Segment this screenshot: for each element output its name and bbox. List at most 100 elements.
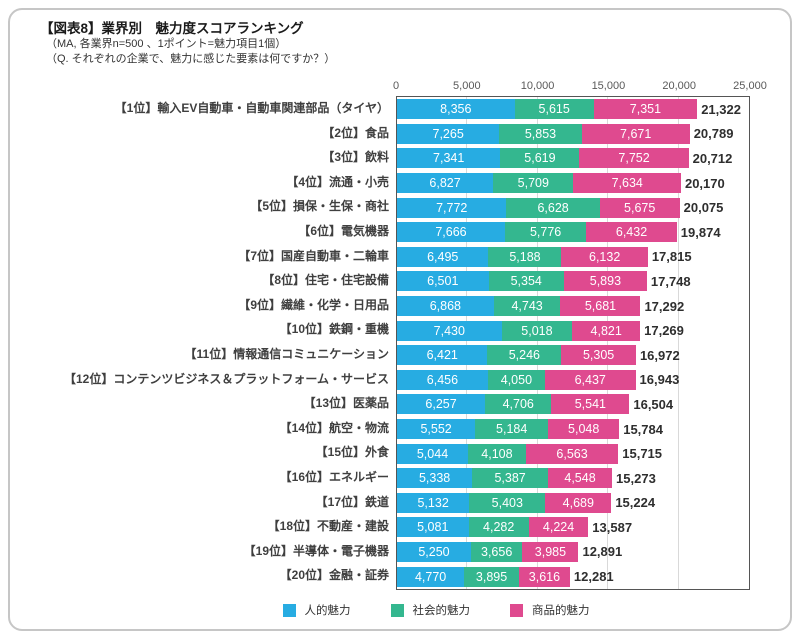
gridline	[536, 97, 538, 589]
bar-segment-human: 5,552	[397, 419, 476, 440]
bar-segment-human: 6,868	[397, 296, 494, 317]
bar-segment-human: 7,666	[397, 222, 505, 243]
bar-segment-product: 5,048	[548, 419, 620, 440]
bar-segment-social: 4,706	[485, 394, 552, 415]
total-label: 20,712	[692, 150, 733, 166]
bar-segment-social: 4,282	[468, 517, 529, 538]
category-label: 【14位】航空・物流	[279, 420, 389, 435]
category-label: 【1位】輸入EV自動車・自動車関連部品（タイヤ）	[114, 101, 389, 115]
legend-label: 社会的魅力	[412, 605, 471, 617]
legend-item-product: 商品的魅力	[510, 602, 590, 618]
legend: 人的魅力 社会的魅力 商品的魅力	[82, 602, 790, 618]
bar-segment-human: 4,770	[397, 566, 465, 587]
category-label: 【4位】流通・小売	[286, 174, 389, 189]
bar-row: 5,338 5,387 4,548 15,273	[397, 466, 749, 491]
bar-row: 4,770 3,895 3,616 12,281	[397, 564, 749, 589]
bar-row: 5,132 5,403 4,689 15,224	[397, 491, 749, 516]
bar-segment-social: 5,403	[469, 492, 546, 513]
total-label: 17,269	[644, 323, 684, 339]
axis-tick: 20,000	[662, 80, 697, 92]
legend-item-social: 社会的魅力	[390, 602, 471, 618]
bar-segment-human: 5,044	[397, 443, 469, 464]
category-label: 【8位】住宅・住宅設備	[262, 273, 389, 288]
chart-subtitle-1: （MA, 各業界n=500 、1ポイント=魅力項目1個）	[46, 38, 287, 50]
bar-segment-human: 5,338	[397, 468, 473, 489]
bar-segment-product: 7,351	[593, 99, 698, 120]
bar-segment-product: 4,689	[545, 492, 612, 513]
chart-title: 【図表8】業界別 魅力度スコアランキング	[40, 21, 304, 36]
bar-segment-product: 6,437	[544, 369, 636, 390]
total-label: 13,587	[592, 519, 633, 535]
bar-segment-product: 4,224	[528, 517, 589, 538]
bar-segment-social: 5,387	[472, 468, 548, 489]
total-label: 16,504	[633, 396, 674, 412]
legend-swatch-social	[390, 603, 404, 617]
bar-segment-social: 5,709	[493, 173, 574, 194]
total-label: 21,322	[701, 101, 741, 117]
bar-segment-social: 5,188	[488, 246, 562, 267]
category-label: 【19位】半導体・電子機器	[243, 543, 389, 558]
category-label: 【20位】金融・証券	[279, 568, 389, 583]
bar-segment-human: 7,430	[397, 320, 502, 341]
bar-segment-product: 5,681	[560, 296, 641, 317]
bar-segment-human: 7,772	[397, 197, 507, 218]
bar-row: 5,552 5,184 5,048 15,784	[397, 417, 749, 442]
chart-frame: 【図表8】業界別 魅力度スコアランキング （MA, 各業界n=500 、1ポイン…	[8, 8, 792, 631]
total-label: 15,273	[616, 470, 656, 486]
bar-row: 6,868 4,743 5,681 17,292	[397, 294, 749, 319]
total-label: 12,281	[573, 569, 614, 585]
bar-segment-product: 7,752	[579, 148, 689, 169]
bar-row: 5,044 4,108 6,563 15,715	[397, 441, 749, 466]
bar-segment-human: 8,356	[397, 99, 515, 120]
bar-segment-product: 3,616	[518, 566, 570, 587]
bar-row: 7,430 5,018 4,821 17,269	[397, 318, 749, 343]
category-label: 【17位】鉄道	[315, 494, 389, 509]
bar-row: 6,257 4,706 5,541 16,504	[397, 392, 749, 417]
total-label: 17,292	[644, 298, 685, 314]
bar-segment-human: 6,827	[397, 173, 494, 194]
total-label: 20,170	[684, 175, 725, 191]
category-label: 【12位】コンテンツビジネス＆プラットフォーム・サービス	[64, 371, 389, 386]
bar-row: 5,081 4,282 4,224 13,587	[397, 515, 749, 540]
category-label: 【2位】食品	[322, 125, 389, 140]
bar-segment-human: 5,081	[397, 517, 469, 538]
category-label: 【6位】電気機器	[298, 223, 389, 238]
bar-segment-human: 5,132	[397, 492, 470, 513]
plot-area: 8,356 5,615 7,351 21,322 7,265 5,853 7,671 20,7…	[396, 96, 750, 590]
total-label: 16,943	[639, 372, 680, 388]
chart-body: 【1位】輸入EV自動車・自動車関連部品（タイヤ） 【2位】食品 【3位】飲料 【4位】…	[38, 96, 750, 590]
bar-row: 7,341 5,619 7,752 20,712	[397, 146, 749, 171]
axis-tick: 0	[392, 80, 400, 92]
gridline	[466, 97, 468, 589]
stacked-bar-chart: 0 5,000 10,000 15,000 20,000 25,000 【1位】輸入EV自…	[38, 80, 767, 590]
total-label: 15,224	[615, 495, 656, 511]
category-label: 【9位】繊維・化学・日用品	[238, 297, 389, 312]
bar-row: 6,501 5,354 5,893 17,748	[397, 269, 749, 294]
total-label: 15,784	[623, 421, 663, 437]
axis-tick: 10,000	[520, 80, 555, 92]
bar-segment-social: 6,628	[506, 197, 600, 218]
bar-row: 6,421 5,246 5,305 16,972	[397, 343, 749, 368]
category-label: 【5位】損保・生保・商社	[250, 199, 389, 214]
axis-tick: 25,000	[733, 80, 767, 92]
bar-segment-product: 5,305	[561, 345, 636, 366]
gridline	[607, 97, 609, 589]
bar-segment-product: 7,634	[573, 173, 681, 194]
legend-label: 商品的魅力	[532, 605, 590, 617]
bar-row: 6,456 4,050 6,437 16,943	[397, 368, 749, 393]
legend-item-human: 人的魅力	[282, 602, 351, 618]
category-label: 【11位】情報通信コミュニケーション	[184, 346, 389, 361]
bar-row: 5,250 3,656 3,985 12,891	[397, 540, 749, 565]
bar-segment-human: 6,456	[397, 369, 488, 390]
bar-segment-product: 6,432	[586, 222, 677, 243]
bar-segment-social: 5,018	[501, 320, 573, 341]
bar-segment-social: 5,615	[514, 99, 594, 120]
legend-swatch-human	[282, 603, 296, 617]
total-label: 16,972	[639, 347, 680, 363]
legend-swatch-product	[510, 603, 523, 617]
category-label: 【10位】鉄鋼・重機	[279, 322, 389, 337]
bar-segment-social: 5,354	[488, 271, 564, 292]
bar-segment-product: 4,821	[572, 320, 641, 341]
bar-segment-product: 5,541	[551, 394, 630, 415]
bar-segment-social: 5,853	[499, 123, 582, 144]
